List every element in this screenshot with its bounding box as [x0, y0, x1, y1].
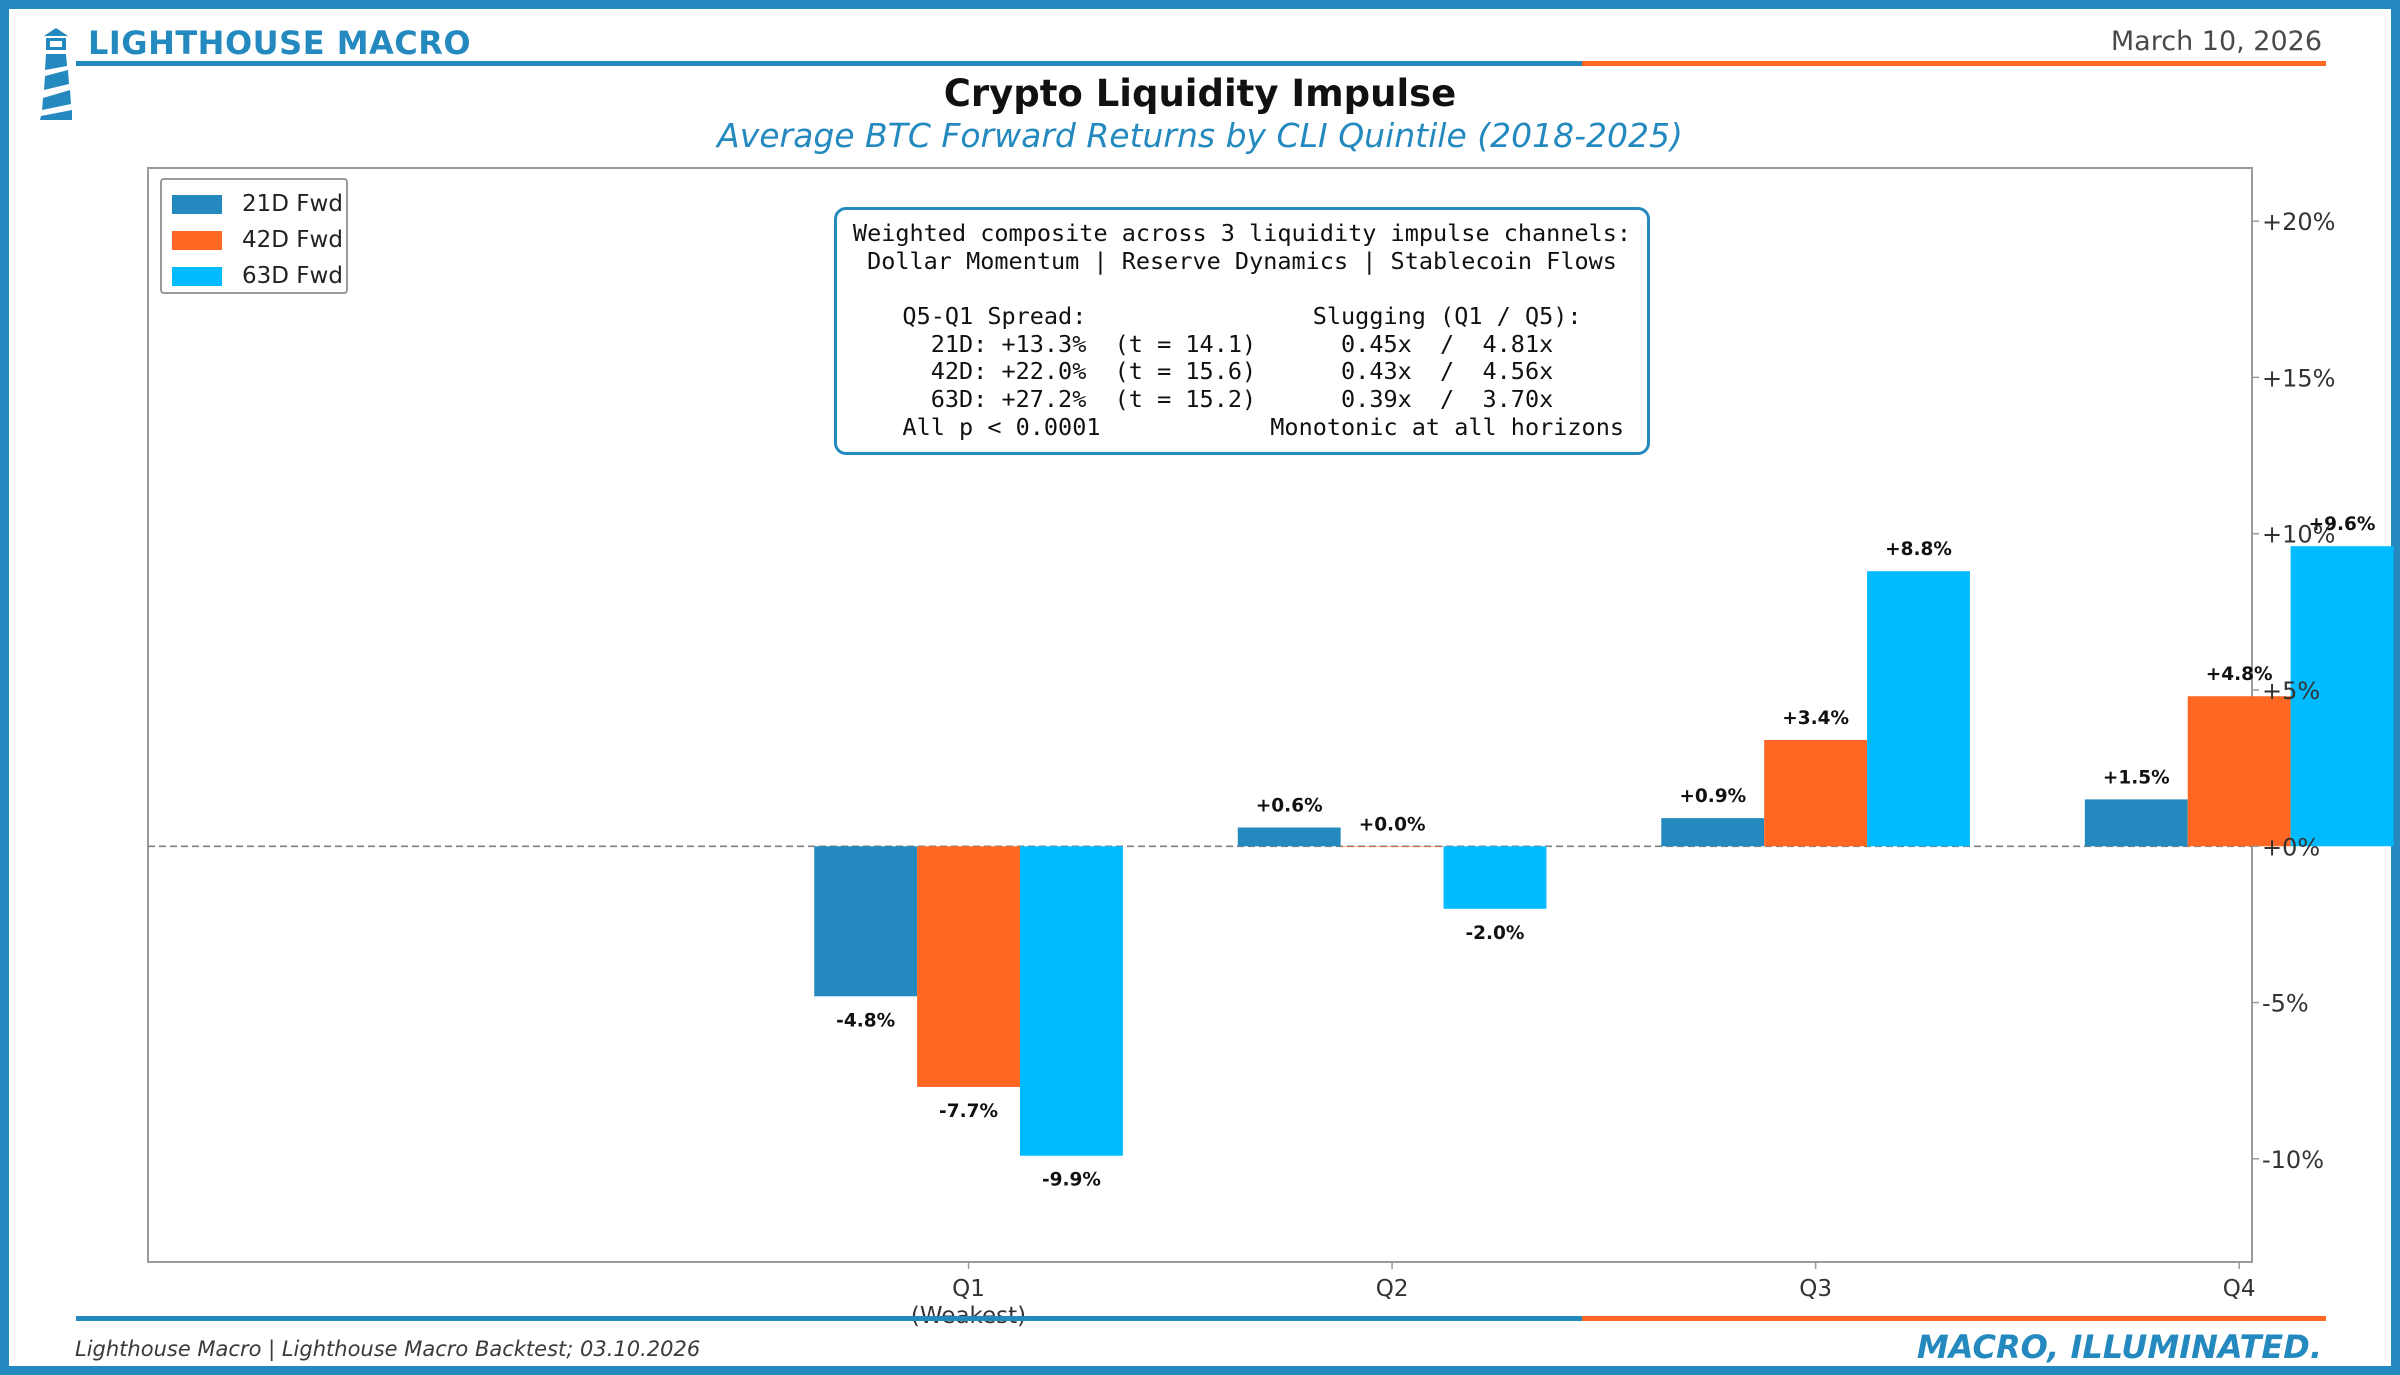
annotation-line: All p < 0.0001 Monotonic at all horizons — [859, 412, 1624, 441]
legend-label: 21D Fwd — [242, 191, 343, 217]
bar — [2187, 696, 2291, 847]
bar — [2290, 546, 2394, 847]
bar-value-label: -7.7% — [939, 1101, 998, 1122]
bar-value-label: +8.8% — [1885, 539, 1952, 560]
report-date: March 10, 2026 — [2110, 26, 2322, 57]
legend-item: 63D Fwd — [162, 258, 346, 294]
bar-value-label: -2.0% — [1465, 923, 1524, 944]
bar — [917, 846, 1021, 1087]
lighthouse-logo-icon — [40, 28, 72, 120]
bar — [1661, 818, 1765, 847]
chart-title: Crypto Liquidity Impulse — [943, 72, 1457, 115]
y-tick-label: +15% — [2262, 364, 2335, 392]
x-tick-label: Q4 — [2223, 1276, 2256, 1302]
bar — [2084, 799, 2188, 847]
bar-value-label: +4.8% — [2206, 664, 2273, 685]
source-note: Lighthouse Macro | Lighthouse Macro Back… — [75, 1337, 701, 1361]
brand-name: LIGHTHOUSE MACRO — [88, 24, 472, 62]
legend-item: 21D Fwd — [162, 186, 346, 222]
annotation-line — [837, 275, 1647, 303]
annotation-line: Weighted composite across 3 liquidity im… — [852, 219, 1632, 247]
bar-value-label: +0.9% — [1679, 786, 1746, 807]
bar-value-label: +9.6% — [2309, 514, 2376, 535]
y-tick-label: +5% — [2262, 677, 2320, 705]
legend-swatch — [172, 266, 222, 286]
bar — [1764, 740, 1868, 847]
x-tick-label: Q2 — [1376, 1276, 1409, 1302]
legend-label: 42D Fwd — [242, 227, 343, 253]
legend-label: 63D Fwd — [242, 263, 343, 289]
annotation-line: 21D: +13.3% (t = 14.1) 0.45x / 4.81x — [859, 329, 1624, 358]
chart-subtitle: Average BTC Forward Returns by CLI Quint… — [717, 116, 1683, 155]
legend-swatch — [172, 230, 222, 250]
bar — [1340, 846, 1444, 847]
bar — [1237, 827, 1341, 847]
bar — [814, 846, 918, 997]
y-tick-label: +20% — [2262, 208, 2335, 236]
x-tick-label: Q1(Weakest) — [911, 1276, 1026, 1329]
header-rule-blue — [76, 61, 1582, 66]
footer-rule-blue — [76, 1316, 1582, 1321]
y-tick-label: -10% — [2262, 1146, 2324, 1174]
legend-swatch — [172, 194, 222, 214]
bar — [1020, 846, 1123, 1156]
y-tick-label: +0% — [2262, 833, 2320, 861]
bar — [1443, 846, 1547, 909]
bar-value-label: -9.9% — [1042, 1170, 1101, 1191]
legend-item: 42D Fwd — [162, 222, 346, 258]
bar-value-label: +1.5% — [2103, 767, 2170, 788]
annotation-line: Q5-Q1 Spread: Slugging (Q1 / Q5): — [859, 302, 1624, 331]
bar-value-label: -4.8% — [836, 1010, 895, 1031]
annotation-line: Dollar Momentum | Reserve Dynamics | Sta… — [867, 246, 1617, 275]
y-tick-label: -5% — [2262, 990, 2309, 1018]
annotation-line: 42D: +22.0% (t = 15.6) 0.43x / 4.56x — [859, 357, 1624, 386]
y-tick-label: +10% — [2262, 521, 2335, 549]
x-tick-label: Q3 — [1799, 1276, 1832, 1302]
footer-rule-orange — [1582, 1316, 2326, 1321]
tagline: MACRO, ILLUMINATED. — [1916, 1328, 2322, 1366]
bar-value-label: +0.0% — [1359, 814, 1426, 835]
header-rule-orange — [1582, 61, 2326, 66]
stats-annotation-box: Weighted composite across 3 liquidity im… — [834, 207, 1650, 455]
annotation-line: 63D: +27.2% (t = 15.2) 0.39x / 3.70x — [859, 385, 1624, 414]
bar-value-label: +3.4% — [1782, 708, 1849, 729]
bar — [1867, 571, 1970, 847]
bar-value-label: +0.6% — [1256, 796, 1323, 817]
chart-legend: 21D Fwd 42D Fwd 63D Fwd — [160, 178, 348, 294]
